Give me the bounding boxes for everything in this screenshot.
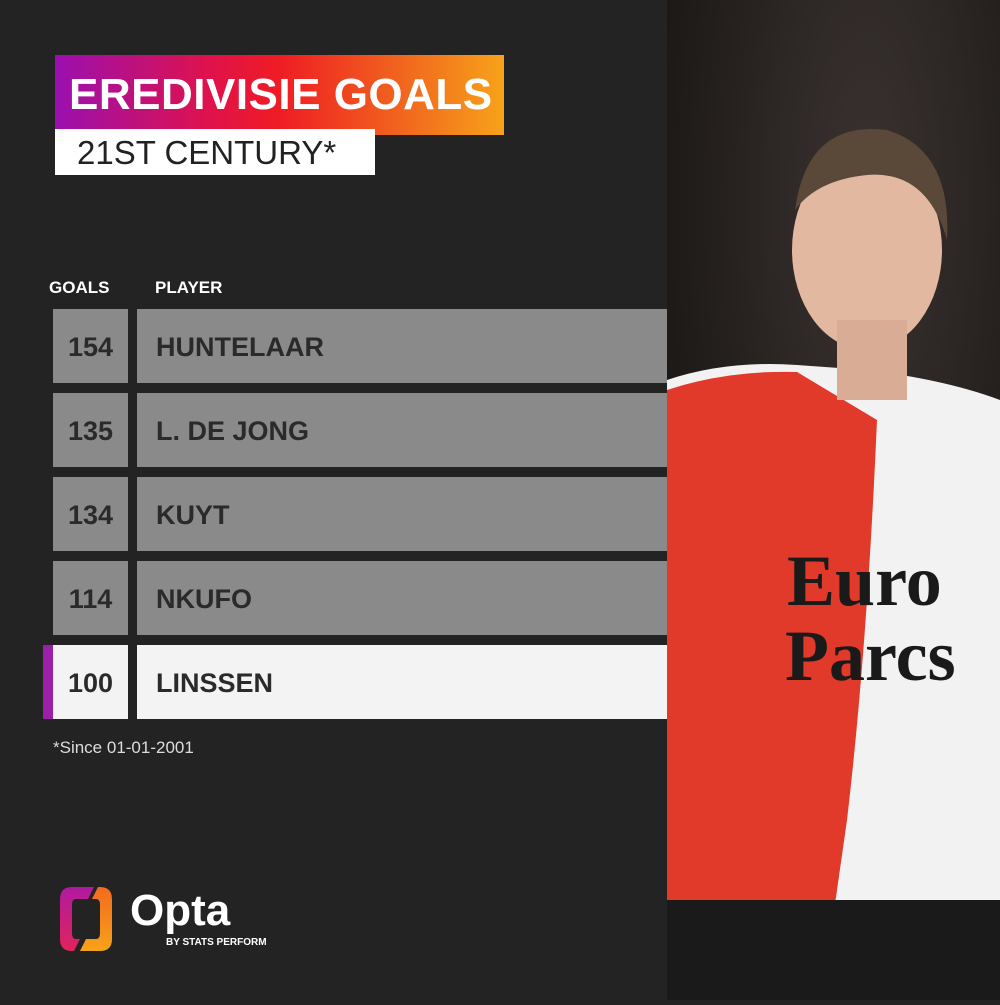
player-cell: LINSSEN	[137, 645, 667, 719]
column-header-goals: GOALS	[49, 278, 110, 297]
player-cell: KUYT	[137, 477, 667, 551]
svg-text:Parcs: Parcs	[785, 616, 956, 696]
player-cell: HUNTELAAR	[137, 309, 667, 383]
logo-tagline: BY STATS PERFORM	[166, 937, 267, 948]
player-cell: L. DE JONG	[137, 393, 667, 467]
opta-logo: Opta BY STATS PERFORM	[58, 885, 267, 960]
subtitle: 21ST CENTURY*	[55, 129, 375, 175]
table-row: 114 NKUFO	[0, 561, 667, 635]
table-row-highlighted: 100 LINSSEN	[0, 645, 667, 719]
footnote: *Since 01-01-2001	[53, 738, 194, 757]
table-row: 134 KUYT	[0, 477, 667, 551]
goals-cell: 100	[53, 645, 128, 719]
logo-wordmark: Opta	[130, 886, 231, 935]
goals-cell: 114	[53, 561, 128, 635]
table-row: 135 L. DE JONG	[0, 393, 667, 467]
player-cell: NKUFO	[137, 561, 667, 635]
table-row: 154 HUNTELAAR	[0, 309, 667, 383]
goals-cell: 154	[53, 309, 128, 383]
goals-cell: 135	[53, 393, 128, 467]
svg-text:Euro: Euro	[787, 541, 942, 621]
player-photo: Euro Parcs	[667, 0, 1000, 1000]
highlight-marker	[43, 645, 53, 719]
title: EREDIVISIE GOALS	[55, 55, 504, 135]
column-header-player: PLAYER	[155, 278, 223, 297]
goals-cell: 134	[53, 477, 128, 551]
